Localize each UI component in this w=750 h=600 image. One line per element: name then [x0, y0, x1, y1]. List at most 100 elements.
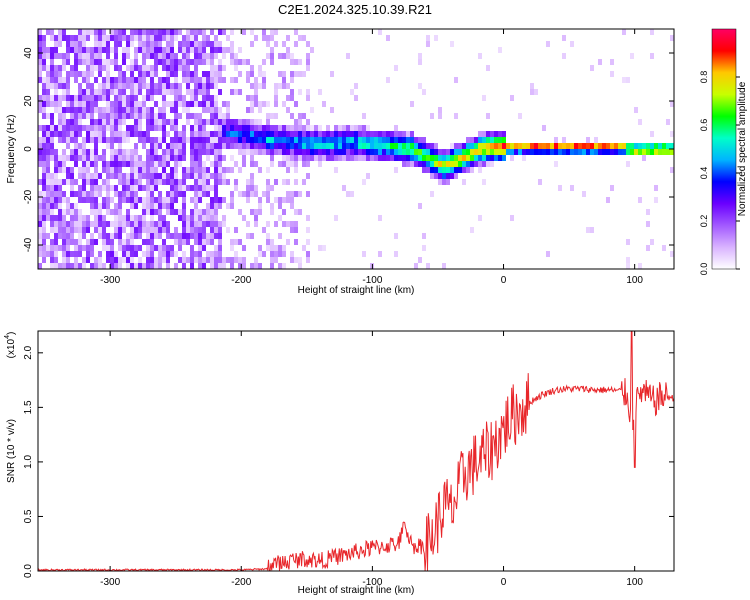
heatmap-cell: [302, 35, 306, 41]
heatmap-cell: [154, 161, 158, 167]
heatmap-cell: [250, 95, 254, 101]
heatmap-cell: [526, 149, 530, 155]
heatmap-cell: [166, 227, 170, 233]
heatmap-cell: [202, 185, 206, 191]
heatmap-cell: [154, 155, 158, 161]
heatmap-cell: [150, 143, 154, 149]
heatmap-cell: [46, 161, 50, 167]
heatmap-cell: [62, 221, 66, 227]
heatmap-cell: [90, 263, 94, 269]
heatmap-cell: [90, 125, 94, 131]
heatmap-cell: [198, 47, 202, 53]
heatmap-cell: [46, 245, 50, 251]
heatmap-cell: [214, 53, 218, 59]
heatmap-cell: [166, 251, 170, 257]
heatmap-cell: [70, 209, 74, 215]
heatmap-cell: [318, 155, 322, 161]
heatmap-cell: [298, 113, 302, 119]
heatmap-cell: [70, 35, 74, 41]
heatmap-cell: [250, 155, 254, 161]
heatmap-cell: [122, 179, 126, 185]
heatmap-cell: [38, 263, 42, 269]
heatmap-cell: [186, 35, 190, 41]
heatmap-cell: [342, 155, 346, 161]
heatmap-cell: [66, 209, 70, 215]
heatmap-cell: [42, 65, 46, 71]
heatmap-cell: [174, 29, 178, 35]
heatmap-cell: [174, 113, 178, 119]
heatmap-cell: [238, 137, 242, 143]
heatmap-cell: [74, 257, 78, 263]
heatmap-cell: [98, 65, 102, 71]
heatmap-cell: [94, 221, 98, 227]
heatmap-cell: [50, 191, 54, 197]
heatmap-cell: [114, 137, 118, 143]
heatmap-cell: [150, 113, 154, 119]
heatmap-cell: [54, 131, 58, 137]
heatmap-cell: [306, 149, 310, 155]
heatmap-cell: [594, 143, 598, 149]
heatmap-cell: [230, 125, 234, 131]
heatmap-cell: [102, 263, 106, 269]
heatmap-cell: [146, 245, 150, 251]
heatmap-cell: [462, 161, 466, 167]
heatmap-cell: [62, 161, 66, 167]
heatmap-cell: [346, 143, 350, 149]
heatmap-cell: [102, 89, 106, 95]
heatmap-cell: [258, 125, 262, 131]
x-tick-label: 100: [626, 577, 643, 588]
heatmap-cell: [142, 35, 146, 41]
heatmap-cell: [90, 107, 94, 113]
heatmap-cell: [54, 107, 58, 113]
heatmap-cell: [154, 233, 158, 239]
heatmap-cell: [106, 59, 110, 65]
heatmap-cell: [158, 257, 162, 263]
heatmap-cell: [418, 203, 422, 209]
heatmap-cell: [302, 125, 306, 131]
heatmap-cell: [238, 257, 242, 263]
heatmap-cell: [250, 233, 254, 239]
snr-series-line: [38, 331, 674, 571]
heatmap-cell: [122, 215, 126, 221]
heatmap-cell: [122, 119, 126, 125]
heatmap-cell: [498, 47, 502, 53]
heatmap-cell: [274, 125, 278, 131]
heatmap-cell: [150, 95, 154, 101]
heatmap-cell: [206, 59, 210, 65]
heatmap-cell: [278, 125, 282, 131]
heatmap-cell: [94, 143, 98, 149]
heatmap-cell: [114, 131, 118, 137]
heatmap-cell: [146, 179, 150, 185]
heatmap-cell: [106, 161, 110, 167]
heatmap-cell: [146, 149, 150, 155]
heatmap-cell: [490, 161, 494, 167]
heatmap-cell: [238, 143, 242, 149]
x-tick-label: -100: [362, 275, 382, 286]
heatmap-cell: [42, 185, 46, 191]
heatmap-cell: [502, 143, 506, 149]
heatmap-cell: [86, 77, 90, 83]
heatmap-cell: [158, 137, 162, 143]
heatmap-cell: [102, 65, 106, 71]
heatmap-cell: [70, 71, 74, 77]
heatmap-cell: [198, 239, 202, 245]
heatmap-cell: [266, 125, 270, 131]
heatmap-cell: [214, 233, 218, 239]
heatmap-cell: [118, 227, 122, 233]
heatmap-cell: [350, 143, 354, 149]
heatmap-cell: [470, 155, 474, 161]
heatmap-cell: [226, 113, 230, 119]
heatmap-cell: [210, 233, 214, 239]
heatmap-cell: [38, 221, 42, 227]
heatmap-cell: [114, 53, 118, 59]
heatmap-cell: [226, 137, 230, 143]
heatmap-cell: [246, 149, 250, 155]
heatmap-cell: [218, 113, 222, 119]
heatmap-cell: [242, 125, 246, 131]
heatmap-cell: [78, 113, 82, 119]
heatmap-cell: [234, 143, 238, 149]
heatmap-cell: [86, 215, 90, 221]
heatmap-cell: [198, 53, 202, 59]
heatmap-cell: [118, 137, 122, 143]
heatmap-cell: [214, 161, 218, 167]
